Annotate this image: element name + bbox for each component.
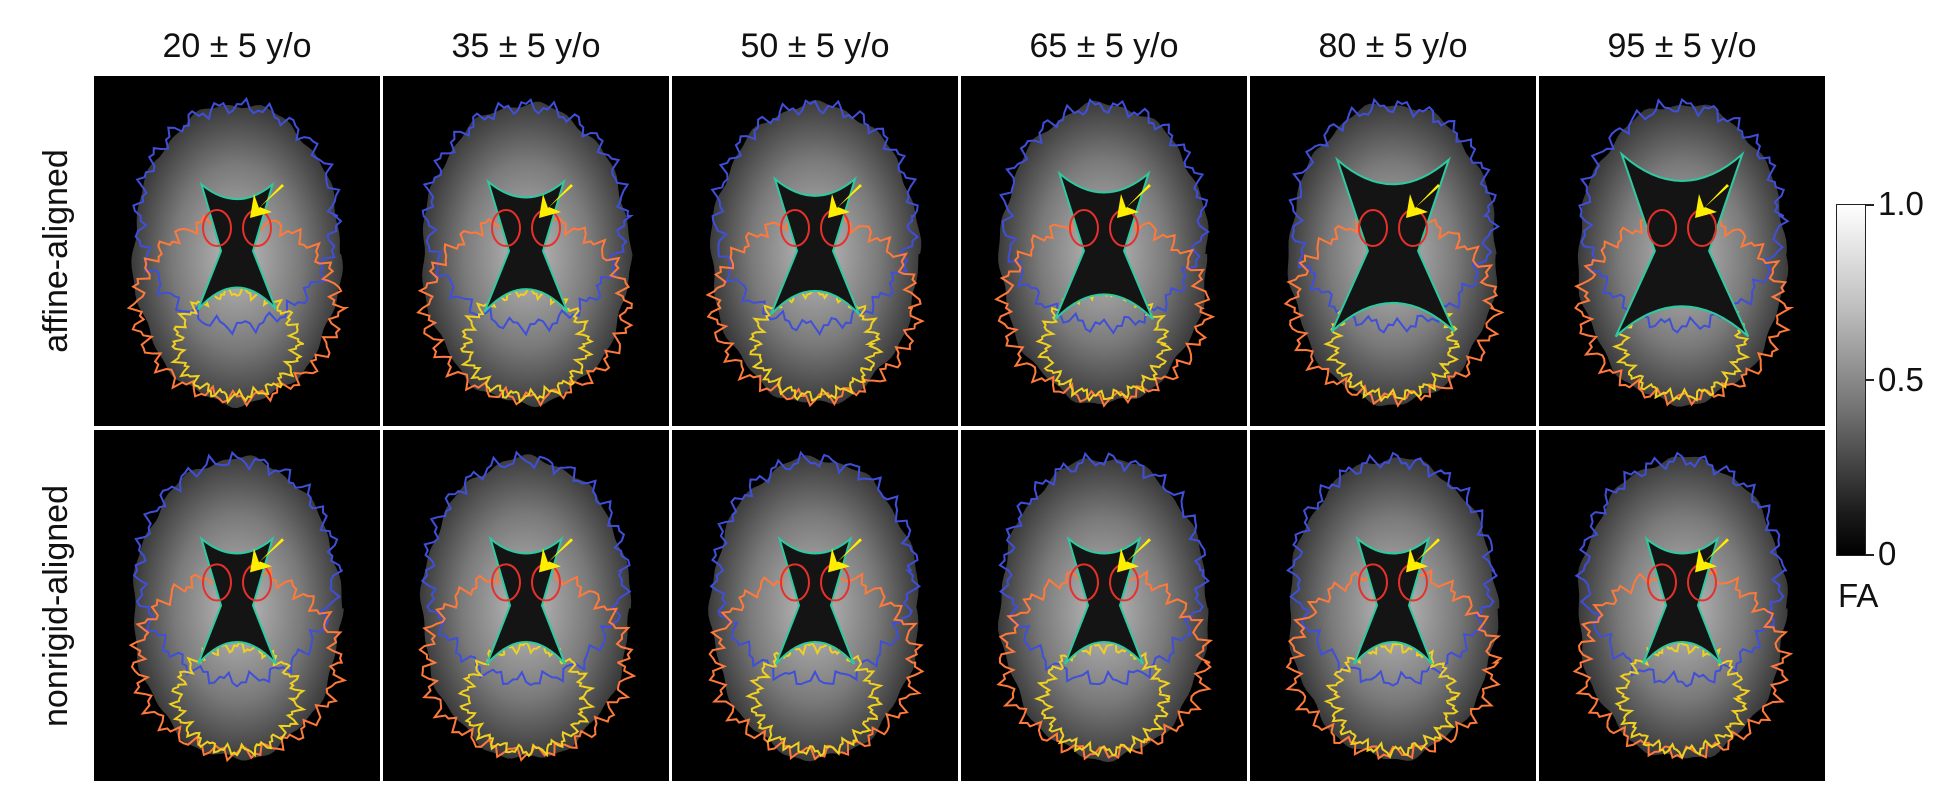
colorbar-gradient	[1836, 204, 1866, 556]
frontal-cortex-outline	[998, 451, 1210, 686]
brain-panel	[672, 76, 958, 426]
brain-panel	[672, 430, 958, 781]
deep-gray-matter-outline	[1069, 209, 1099, 247]
temporal-cortex-outline	[1283, 208, 1505, 408]
occipital-cortex-outline	[170, 284, 305, 405]
yellow-arrow-icon	[539, 538, 573, 573]
frontal-cortex-outline	[132, 96, 343, 336]
deep-gray-matter-outline	[202, 563, 232, 602]
temporal-cortex-outline	[996, 565, 1214, 761]
column-header-age-50: 50 ± 5 y/o	[740, 27, 890, 65]
temporal-cortex-outline	[708, 564, 925, 761]
brain-slice-image	[994, 98, 1216, 408]
deep-gray-matter-outline	[1647, 563, 1677, 602]
brain-slice-image	[418, 450, 637, 762]
brain-panel	[383, 76, 669, 426]
column-header-age-20: 20 ± 5 y/o	[162, 27, 312, 65]
yellow-arrow-icon	[250, 184, 284, 218]
column-header-age-65: 65 ± 5 y/o	[1029, 27, 1179, 65]
temporal-cortex-outline	[128, 563, 348, 763]
temporal-cortex-outline	[705, 207, 925, 408]
row-label-affine-aligned: affine-aligned	[4, 76, 108, 426]
colorbar-tick-label-max: 1.0	[1878, 185, 1924, 222]
brain-panel	[961, 430, 1247, 781]
column-header-age-35: 35 ± 5 y/o	[451, 27, 601, 65]
temporal-cortex-outline	[126, 207, 350, 408]
deep-gray-matter-outline	[1069, 563, 1099, 602]
brain-slice-image	[1283, 97, 1505, 408]
brain-slice-image	[1285, 451, 1503, 761]
brain-panel	[94, 76, 380, 426]
frontal-cortex-outline	[132, 450, 343, 688]
column-header-age-80: 80 ± 5 y/o	[1318, 27, 1468, 65]
brain-panel	[94, 430, 380, 781]
deep-gray-matter-outline	[1358, 209, 1388, 247]
yellow-arrow-icon	[1117, 184, 1151, 218]
brain-slice-image	[1572, 451, 1794, 760]
colorbar-tick-mid	[1866, 379, 1874, 381]
deep-gray-matter-outline	[780, 209, 810, 247]
deep-gray-matter-outline	[780, 563, 810, 602]
yellow-arrow-icon	[1695, 184, 1729, 218]
brain-slice-image	[126, 96, 350, 409]
colorbar-tick-max	[1866, 204, 1874, 206]
brain-image-grid	[94, 76, 1826, 781]
yellow-arrow-icon	[539, 184, 573, 218]
temporal-cortex-outline	[418, 564, 637, 762]
temporal-cortex-outline	[1572, 566, 1794, 760]
occipital-cortex-outline	[1033, 640, 1171, 758]
brain-panel	[1250, 76, 1536, 426]
row-label-affine-text: affine-aligned	[37, 149, 76, 353]
brain-panel	[961, 76, 1247, 426]
yellow-arrow-icon	[1406, 184, 1440, 218]
brain-slice-image	[128, 450, 348, 763]
ventricle-outline	[1330, 156, 1456, 333]
brain-panel	[1539, 430, 1825, 781]
deep-gray-matter-outline	[202, 209, 232, 247]
yellow-arrow-icon	[1406, 538, 1440, 573]
colorbar-tick-label-min: 0	[1878, 535, 1897, 572]
temporal-cortex-outline	[994, 207, 1216, 408]
brain-panel	[383, 430, 669, 781]
brain-slice-image	[705, 99, 925, 408]
brain-panel	[1250, 430, 1536, 781]
frontal-cortex-outline	[420, 450, 632, 687]
yellow-arrow-icon	[828, 538, 862, 573]
deep-gray-matter-outline	[491, 563, 521, 602]
brain-slice-image	[1574, 98, 1795, 407]
brain-slice-image	[416, 98, 634, 408]
yellow-arrow-icon	[1695, 538, 1729, 573]
row-label-nonrigid-aligned: nonrigid-aligned	[4, 430, 108, 781]
deep-gray-matter-outline	[1647, 209, 1677, 247]
brain-slice-image	[708, 450, 925, 762]
colorbar-tick-min	[1866, 554, 1874, 556]
row-label-nonrigid-text: nonrigid-aligned	[37, 484, 76, 727]
yellow-arrow-icon	[828, 184, 862, 218]
brain-panel	[1539, 76, 1825, 426]
brain-slice-image	[996, 451, 1214, 763]
colorbar-label: FA	[1838, 577, 1879, 614]
yellow-arrow-icon	[250, 538, 284, 573]
frontal-cortex-outline	[710, 99, 919, 336]
deep-gray-matter-outline	[491, 209, 521, 247]
deep-gray-matter-outline	[1358, 563, 1388, 602]
colorbar-tick-label-mid: 0.5	[1878, 361, 1924, 398]
column-header-age-95: 95 ± 5 y/o	[1607, 27, 1757, 65]
ventricle-outline	[1614, 150, 1750, 338]
temporal-cortex-outline	[1574, 208, 1795, 407]
yellow-arrow-icon	[1117, 538, 1151, 573]
